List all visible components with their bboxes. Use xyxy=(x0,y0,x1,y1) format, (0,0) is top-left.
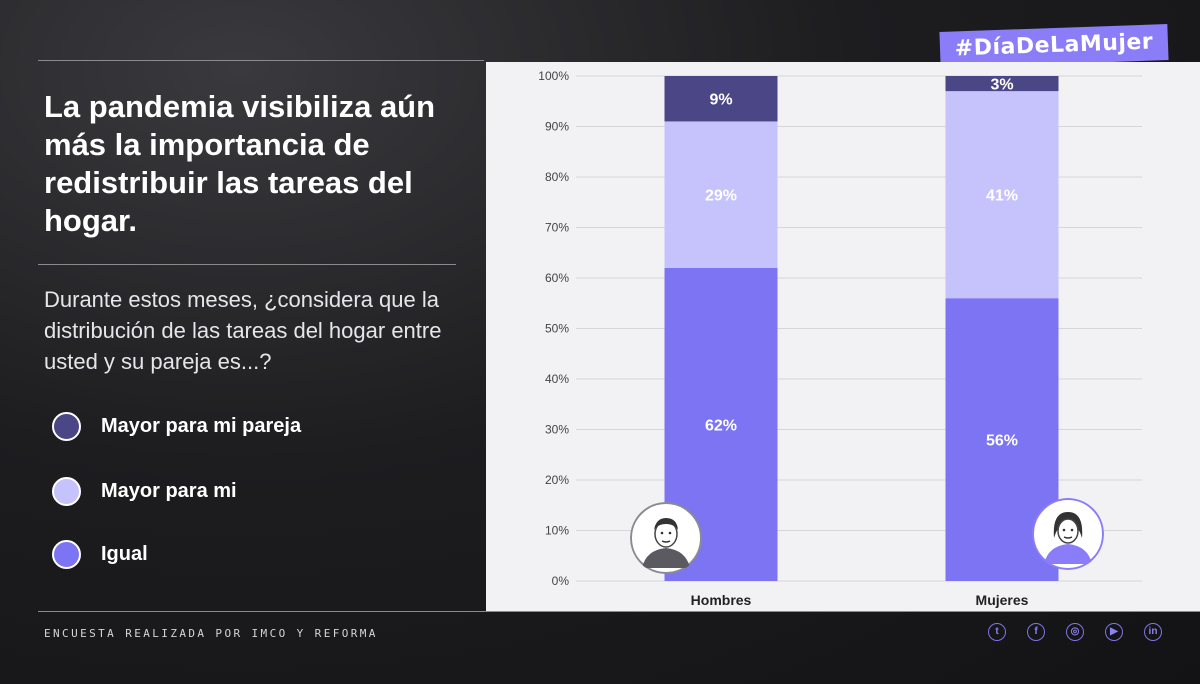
bar-mujeres-segment-2 xyxy=(945,76,1059,92)
y-tick-label: 50% xyxy=(545,322,569,336)
bar-hombres-segment-2 xyxy=(664,76,778,122)
legend-swatch-mayor-pareja xyxy=(52,412,81,441)
y-tick-label: 30% xyxy=(545,423,569,437)
chart-panel: 0% 10% 20% 30% 40% 50% 60% 70% 80% 90% 100% 62% 29% 9… xyxy=(486,62,1200,612)
linkedin-icon[interactable]: in xyxy=(1144,623,1162,641)
legend-item-igual: Igual xyxy=(52,540,148,569)
bottom-divider xyxy=(38,611,1200,612)
data-label: 29% xyxy=(705,188,737,205)
page-title: La pandemia visibiliza aún más la import… xyxy=(44,89,436,238)
legend-label: Mayor para mi xyxy=(101,480,237,502)
y-tick-label: 70% xyxy=(545,221,569,235)
x-category-label: Hombres xyxy=(691,592,752,608)
bar-hombres-segment-1 xyxy=(664,121,778,268)
twitter-icon[interactable]: t xyxy=(988,623,1006,641)
y-tick-label: 90% xyxy=(545,120,569,134)
legend-item-mayor-pareja: Mayor para mi pareja xyxy=(52,412,301,441)
instagram-icon[interactable]: ◎ xyxy=(1066,623,1084,641)
facebook-icon[interactable]: f xyxy=(1027,623,1045,641)
legend-item-mayor-mi: Mayor para mi xyxy=(52,477,237,506)
legend-label: Mayor para mi pareja xyxy=(101,415,302,437)
y-tick-label: 0% xyxy=(552,574,570,588)
y-tick-label: 80% xyxy=(545,170,569,184)
legend-label: Igual xyxy=(101,543,148,565)
bar-mujeres-segment-1 xyxy=(945,91,1059,299)
data-label: 9% xyxy=(709,92,732,109)
data-label: 62% xyxy=(705,417,737,434)
middle-divider xyxy=(38,264,456,265)
survey-question: Durante estos meses, ¿considera que la d… xyxy=(44,287,442,374)
data-label: 56% xyxy=(986,433,1018,450)
x-category-label: Mujeres xyxy=(976,592,1029,608)
legend-swatch-igual xyxy=(52,540,81,569)
source-footer: ENCUESTA REALIZADA POR IMCO Y REFORMA xyxy=(44,627,378,640)
y-tick-label: 100% xyxy=(538,69,569,83)
y-tick-label: 10% xyxy=(545,524,569,538)
woman-avatar-icon xyxy=(1032,498,1104,570)
youtube-icon[interactable]: ▶ xyxy=(1105,623,1123,641)
y-tick-label: 60% xyxy=(545,271,569,285)
y-tick-label: 20% xyxy=(545,473,569,487)
legend-swatch-mayor-mi xyxy=(52,477,81,506)
top-divider xyxy=(38,60,484,61)
data-label: 3% xyxy=(990,77,1013,94)
data-label: 41% xyxy=(986,188,1018,205)
man-avatar-icon xyxy=(630,502,702,574)
y-tick-label: 40% xyxy=(545,372,569,386)
